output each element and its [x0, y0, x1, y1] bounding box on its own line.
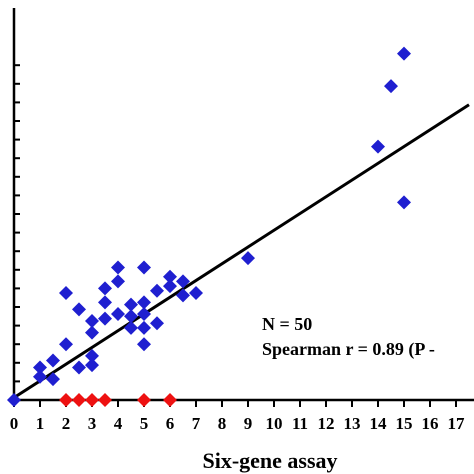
- data-point-s1-1: [72, 393, 86, 407]
- x-axis-title: Six-gene assay: [202, 448, 337, 473]
- data-point-s0-22: [137, 337, 151, 352]
- data-point-s0-4: [46, 353, 60, 368]
- y-ticks: [14, 64, 20, 383]
- regression-line: [13, 103, 470, 399]
- data-point-s0-6: [59, 286, 73, 301]
- data-point-s0-9: [85, 348, 99, 363]
- x-tick-label-15: 15: [396, 414, 413, 433]
- data-point-s0-27: [150, 316, 164, 331]
- data-point-s0-25: [137, 295, 151, 310]
- data-point-s0-36: [384, 79, 398, 94]
- x-tick-label-12: 12: [318, 414, 335, 433]
- data-point-s0-11: [85, 325, 99, 340]
- x-tick-label-11: 11: [292, 414, 308, 433]
- x-tick-label-4: 4: [114, 414, 123, 433]
- x-tick-label-16: 16: [422, 414, 439, 433]
- x-tick-label-9: 9: [244, 414, 253, 433]
- x-tick-label-17: 17: [448, 414, 466, 433]
- data-point-s0-19: [124, 320, 138, 335]
- data-point-s0-16: [111, 306, 125, 321]
- data-point-s1-2: [85, 393, 99, 407]
- x-tick-label-10: 10: [266, 414, 283, 433]
- data-point-s0-20: [124, 309, 138, 324]
- data-point-s0-14: [98, 295, 112, 310]
- n-annotation: N = 50: [262, 314, 312, 334]
- data-point-s0-0: [7, 393, 21, 407]
- data-point-s0-13: [98, 311, 112, 326]
- x-tick-label-13: 13: [344, 414, 361, 433]
- data-points: [7, 46, 411, 407]
- data-point-s0-35: [371, 139, 385, 154]
- spearman-annotation: Spearman r = 0.89 (P -: [262, 339, 435, 360]
- data-point-s0-5: [59, 337, 73, 352]
- data-point-s0-31: [176, 288, 190, 303]
- data-point-s0-15: [98, 281, 112, 296]
- data-point-s0-37: [397, 46, 411, 61]
- data-point-s1-5: [163, 393, 177, 407]
- x-tick-label-0: 0: [10, 414, 19, 433]
- data-point-s0-17: [111, 274, 125, 289]
- x-tick-label-1: 1: [36, 414, 45, 433]
- x-tick-label-2: 2: [62, 414, 71, 433]
- data-point-s0-18: [111, 260, 125, 275]
- data-point-s0-24: [137, 306, 151, 321]
- data-point-s0-1: [33, 369, 47, 384]
- x-tick-labels: 0 1 2 3 4 5 6 7 8 9 10 11 12 13 14 15 16 17: [10, 414, 465, 433]
- data-point-s0-12: [85, 313, 99, 328]
- data-point-s0-34: [241, 251, 255, 266]
- x-tick-label-5: 5: [140, 414, 149, 433]
- data-point-s0-23: [137, 320, 151, 335]
- data-point-s0-29: [163, 279, 177, 294]
- x-tick-label-7: 7: [192, 414, 201, 433]
- data-point-s0-21: [124, 297, 138, 312]
- data-point-s1-0: [59, 393, 73, 407]
- data-point-s0-26: [137, 260, 151, 275]
- data-point-s0-7: [72, 302, 86, 317]
- data-point-s0-8: [72, 360, 86, 375]
- data-point-s0-28: [150, 283, 164, 298]
- data-point-s1-3: [98, 393, 112, 407]
- data-point-s0-33: [189, 286, 203, 301]
- data-point-s0-2: [46, 372, 60, 387]
- data-point-s0-10: [85, 358, 99, 373]
- x-tick-label-8: 8: [218, 414, 227, 433]
- data-point-s0-3: [33, 360, 47, 375]
- x-tick-label-3: 3: [88, 414, 97, 433]
- data-point-s0-32: [176, 274, 190, 289]
- data-point-s0-38: [397, 195, 411, 210]
- x-tick-label-6: 6: [166, 414, 175, 433]
- x-tick-label-14: 14: [370, 414, 388, 433]
- data-point-s1-4: [137, 393, 151, 407]
- data-point-s0-30: [163, 269, 177, 284]
